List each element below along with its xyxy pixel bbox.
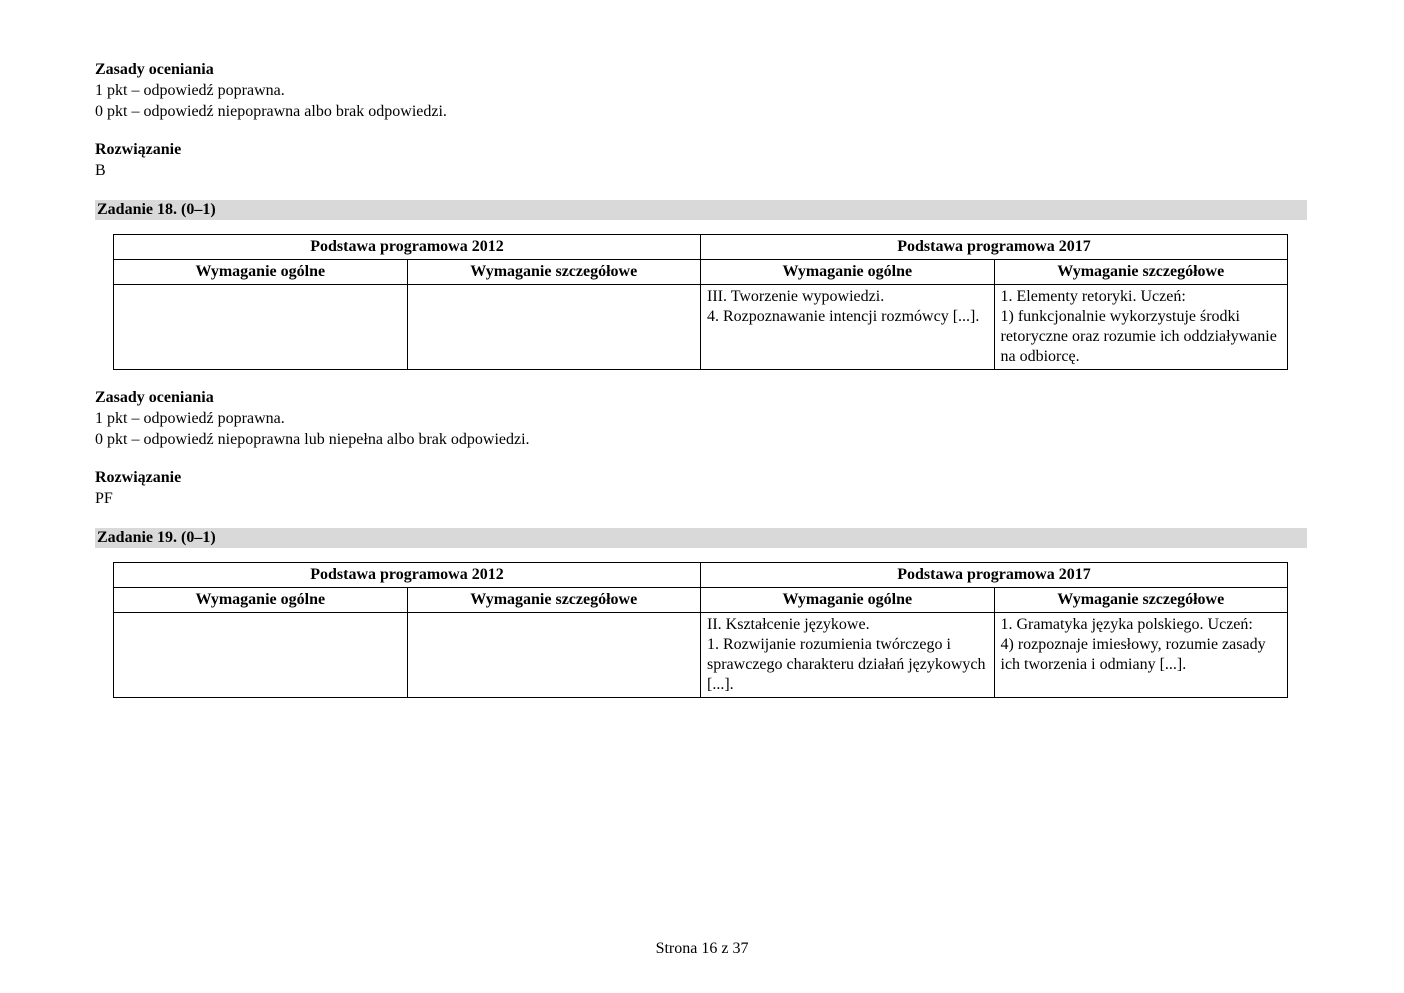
th-pp2012: Podstawa programowa 2012	[114, 234, 701, 259]
th-wym-szczegolowe-2: Wymaganie szczegółowe	[994, 259, 1288, 284]
table-task-19: Podstawa programowa 2012 Podstawa progra…	[113, 562, 1288, 698]
scoring-line-1b: 0 pkt – odpowiedź niepoprawna albo brak …	[95, 102, 1309, 123]
th-pp2012-b: Podstawa programowa 2012	[114, 562, 701, 587]
task-heading-18: Zadanie 18. (0–1)	[95, 200, 1307, 220]
heading-zasady-2: Zasady oceniania	[95, 388, 1309, 409]
scoring-line-2a: 1 pkt – odpowiedź poprawna.	[95, 409, 1309, 430]
task-heading-19: Zadanie 19. (0–1)	[95, 528, 1307, 548]
cell-19-c: II. Kształcenie językowe. 1. Rozwijanie …	[701, 612, 995, 697]
cell-18-c: III. Tworzenie wypowiedzi. 4. Rozpoznawa…	[701, 284, 995, 369]
th-pp2017: Podstawa programowa 2017	[701, 234, 1288, 259]
table-row: Wymaganie ogólne Wymaganie szczegółowe W…	[114, 587, 1288, 612]
table-row: Wymaganie ogólne Wymaganie szczegółowe W…	[114, 259, 1288, 284]
table-task-18: Podstawa programowa 2012 Podstawa progra…	[113, 234, 1288, 370]
cell-18-d: 1. Elementy retoryki. Uczeń: 1) funkcjon…	[994, 284, 1288, 369]
th-wym-szczegolowe-1: Wymaganie szczegółowe	[407, 259, 701, 284]
th-wym-ogolne-4: Wymaganie ogólne	[701, 587, 995, 612]
cell-19-d: 1. Gramatyka języka polskiego. Uczeń: 4)…	[994, 612, 1288, 697]
heading-rozwiazanie-2: Rozwiązanie	[95, 468, 1309, 489]
table-row: II. Kształcenie językowe. 1. Rozwijanie …	[114, 612, 1288, 697]
cell-18-a	[114, 284, 408, 369]
th-wym-szczegolowe-4: Wymaganie szczegółowe	[994, 587, 1288, 612]
page-footer: Strona 16 z 37	[0, 940, 1404, 958]
th-wym-ogolne-2: Wymaganie ogólne	[701, 259, 995, 284]
th-pp2017-b: Podstawa programowa 2017	[701, 562, 1288, 587]
scoring-line-2b: 0 pkt – odpowiedź niepoprawna lub niepeł…	[95, 430, 1309, 451]
scoring-line-1a: 1 pkt – odpowiedź poprawna.	[95, 81, 1309, 102]
th-wym-ogolne-1: Wymaganie ogólne	[114, 259, 408, 284]
answer-prev: B	[95, 161, 1309, 182]
document-page: Zasady oceniania 1 pkt – odpowiedź popra…	[0, 0, 1404, 698]
cell-19-a	[114, 612, 408, 697]
th-wym-szczegolowe-3: Wymaganie szczegółowe	[407, 587, 701, 612]
cell-18-b	[407, 284, 701, 369]
table-row: Podstawa programowa 2012 Podstawa progra…	[114, 234, 1288, 259]
heading-zasady-1: Zasady oceniania	[95, 60, 1309, 81]
cell-19-b	[407, 612, 701, 697]
answer-18: PF	[95, 489, 1309, 510]
th-wym-ogolne-3: Wymaganie ogólne	[114, 587, 408, 612]
table-row: III. Tworzenie wypowiedzi. 4. Rozpoznawa…	[114, 284, 1288, 369]
table-row: Podstawa programowa 2012 Podstawa progra…	[114, 562, 1288, 587]
heading-rozwiazanie-1: Rozwiązanie	[95, 140, 1309, 161]
